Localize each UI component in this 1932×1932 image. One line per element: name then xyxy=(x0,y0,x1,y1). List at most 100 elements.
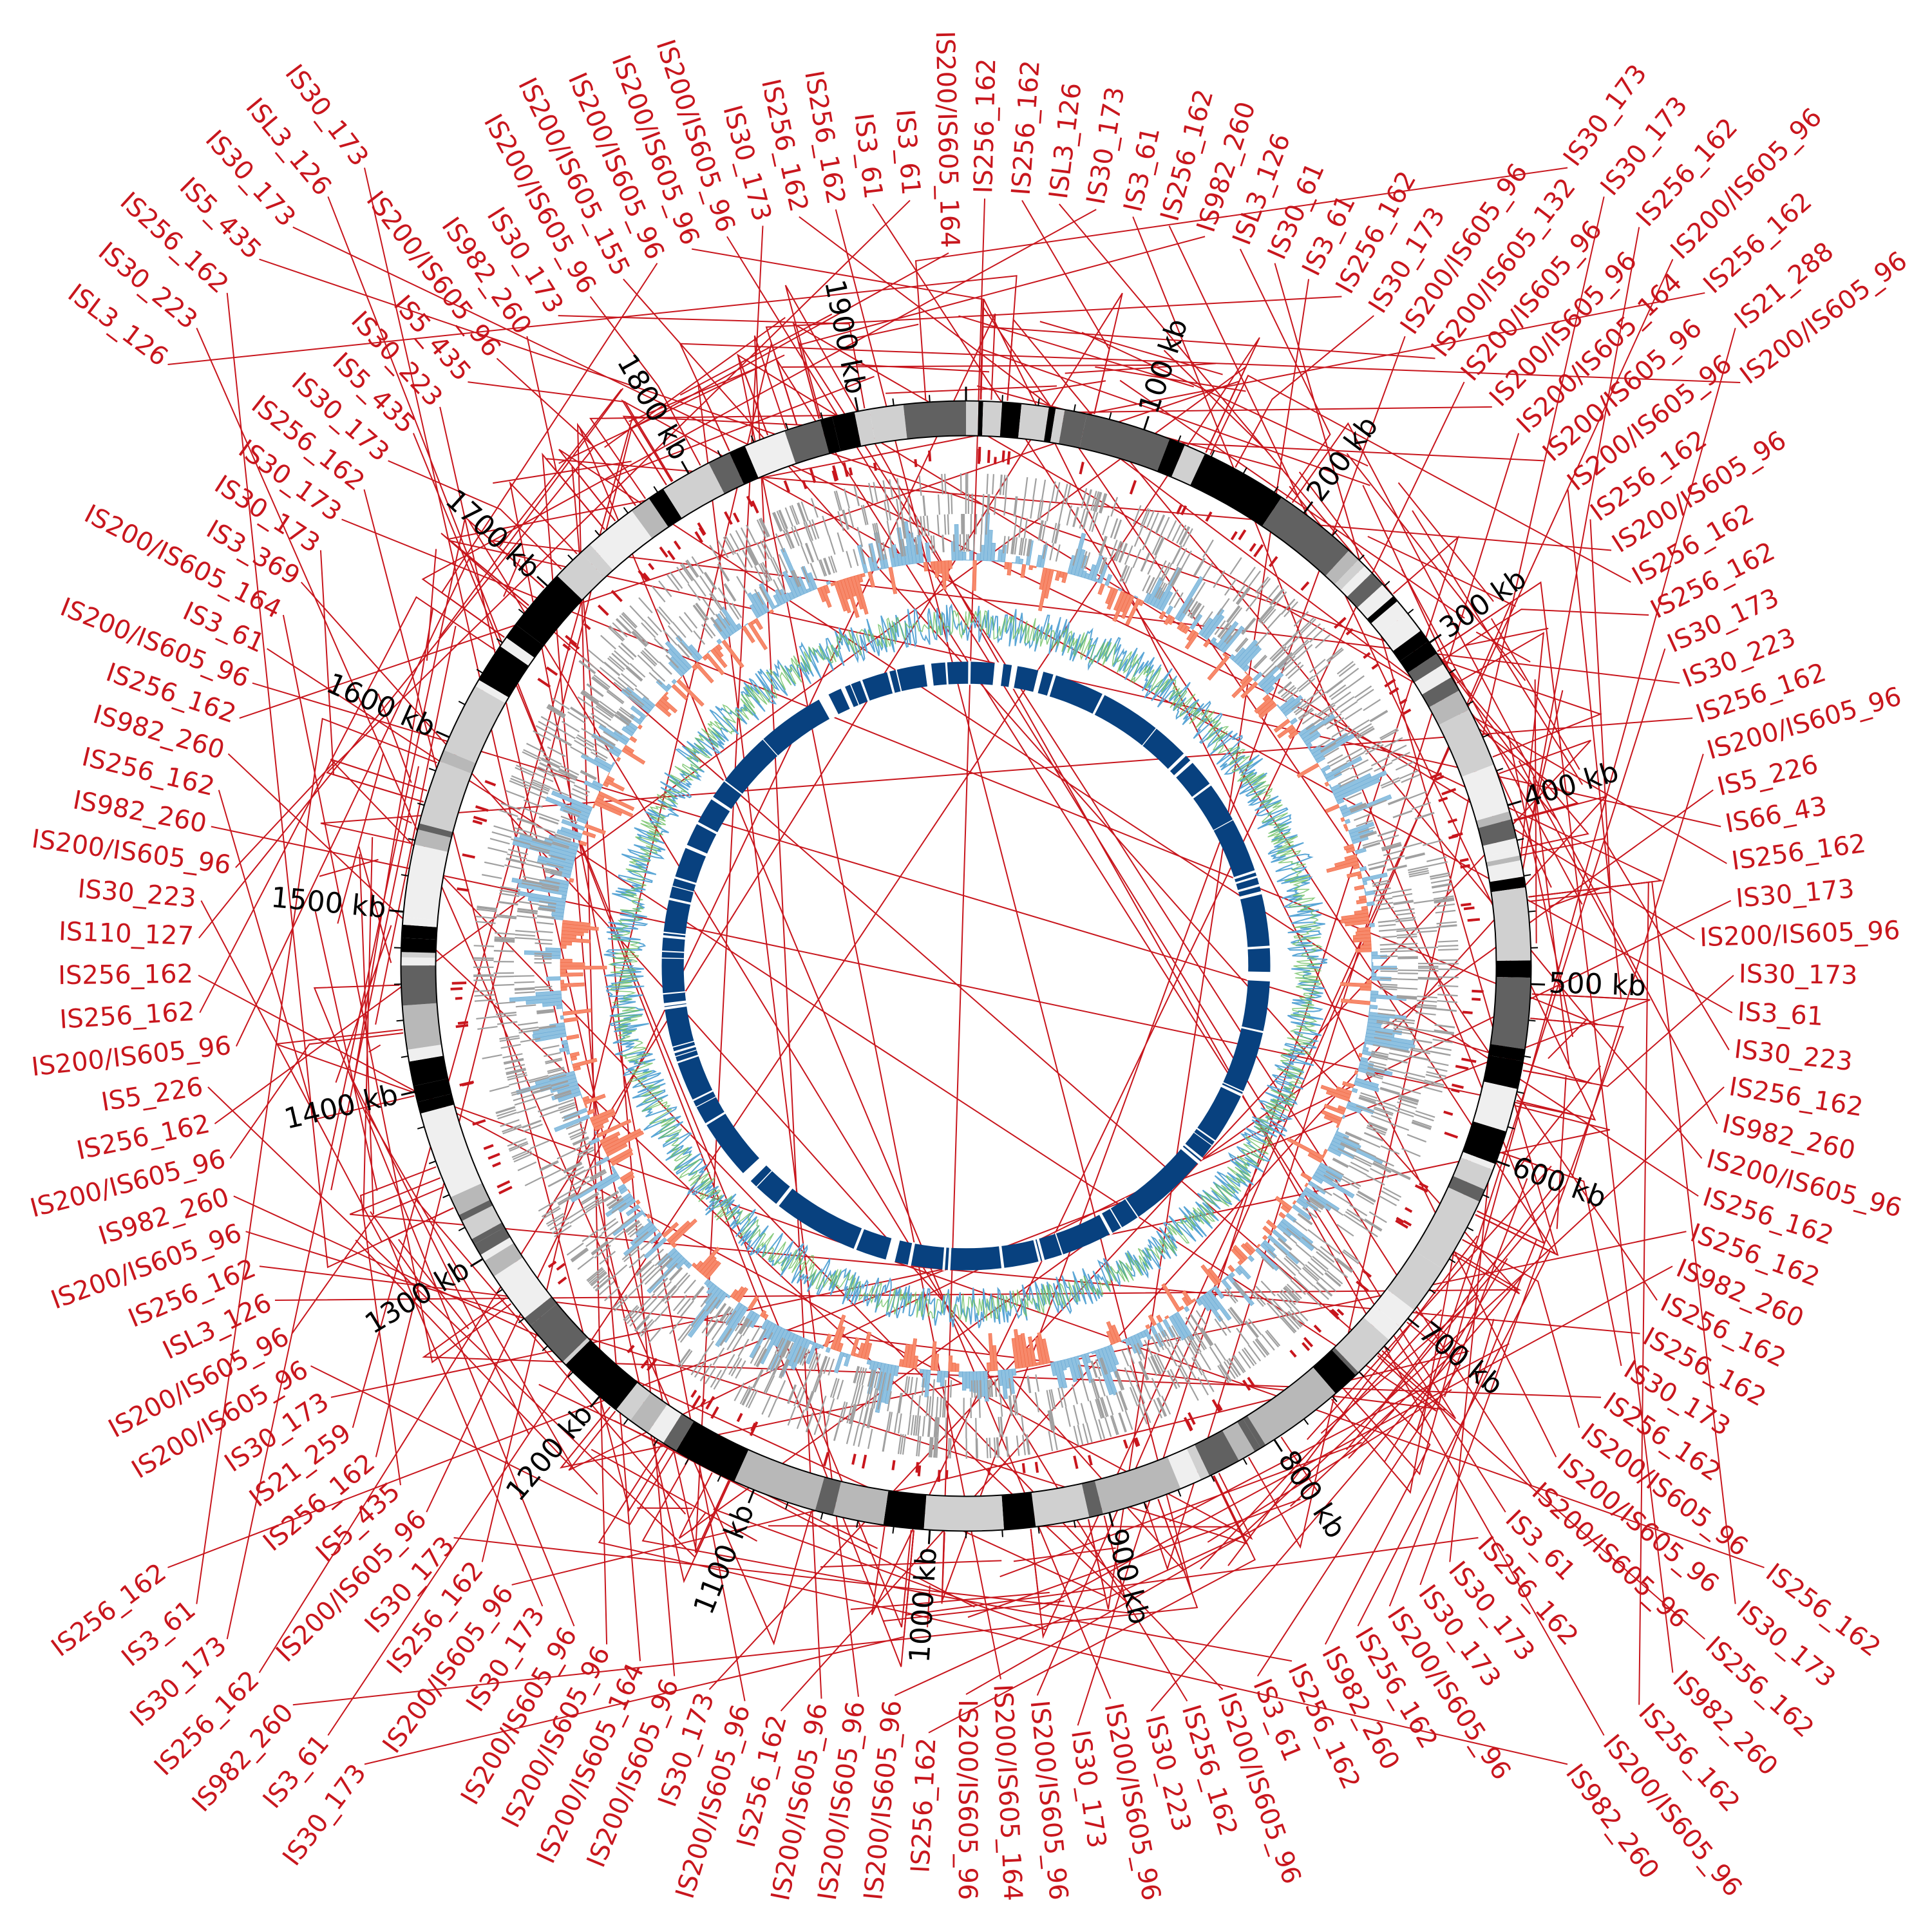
is-element-mark xyxy=(994,457,997,464)
is-element-mark xyxy=(562,643,571,651)
gene-feature xyxy=(1269,588,1283,605)
gene-feature xyxy=(819,1396,827,1416)
gc-skew-negative-bar xyxy=(735,1287,748,1303)
gc-skew-negative-bar xyxy=(604,778,625,791)
gc-skew-negative-bar xyxy=(741,625,755,643)
gene-feature xyxy=(1202,539,1214,558)
gene-feature xyxy=(810,541,819,561)
gc-skew-positive-bar xyxy=(1371,962,1374,967)
gc-skew-negative-bar xyxy=(1288,730,1299,739)
gc-skew-negative-bar xyxy=(748,621,768,650)
is-element-mark xyxy=(891,1460,896,1471)
gene-feature xyxy=(1356,1104,1373,1113)
gc-skew-negative-bar xyxy=(948,560,952,569)
gc-skew-negative-bar xyxy=(759,1309,767,1318)
ideogram-band xyxy=(1370,601,1407,635)
gene-feature xyxy=(608,1197,623,1209)
gene-feature xyxy=(772,1356,782,1376)
gene-feature xyxy=(1042,542,1047,559)
gc-skew-negative-bar xyxy=(1357,874,1363,880)
gene-feature xyxy=(989,1437,992,1459)
is-element-mark xyxy=(1452,832,1463,838)
gene-feature xyxy=(495,1106,516,1113)
gene-feature xyxy=(723,1308,734,1324)
gene-feature xyxy=(746,547,757,566)
gene-feature xyxy=(560,815,578,824)
is-label-connector xyxy=(797,341,1532,1486)
gene-feature xyxy=(535,938,553,942)
gene-feature xyxy=(1200,1327,1213,1346)
gene-feature xyxy=(1396,929,1417,933)
gene-feature xyxy=(551,1222,570,1235)
gene-feature xyxy=(1094,491,1101,512)
gene-feature xyxy=(1391,752,1410,762)
gc-skew-negative-bar xyxy=(621,748,646,765)
gene-feature xyxy=(927,1416,931,1437)
gene-feature xyxy=(1137,1343,1146,1359)
gene-feature xyxy=(1118,543,1127,563)
gc-skew-negative-bar xyxy=(566,1034,580,1041)
gene-feature xyxy=(554,1225,572,1238)
gene-feature xyxy=(774,1337,784,1354)
gene-feature xyxy=(776,511,786,531)
tick-mark xyxy=(428,1160,436,1164)
tick-mark xyxy=(1482,1194,1490,1198)
gene-feature xyxy=(833,491,841,511)
gene-feature xyxy=(541,1206,560,1218)
is-element-mark xyxy=(1467,918,1481,922)
gc-skew-negative-bar xyxy=(1164,1315,1170,1320)
gene-feature xyxy=(1316,1281,1333,1296)
ideogram-band xyxy=(493,1257,552,1319)
gene-feature xyxy=(1157,1397,1168,1417)
gene-feature xyxy=(576,1184,595,1197)
gene-feature xyxy=(580,771,596,781)
gene-feature xyxy=(1396,933,1417,936)
gc-skew-negative-bar xyxy=(1274,1196,1293,1211)
gene-feature xyxy=(510,777,530,787)
gc-skew-negative-bar xyxy=(578,840,587,847)
gene-feature xyxy=(1095,1419,1103,1440)
is-label-connector xyxy=(784,285,1605,1736)
ideogram-band xyxy=(401,924,437,940)
gene-feature xyxy=(598,1280,615,1296)
gene-feature xyxy=(974,1380,976,1398)
gene-feature xyxy=(556,1149,576,1160)
gene-feature xyxy=(1380,978,1398,980)
gc-skew-negative-bar xyxy=(620,1170,634,1182)
gene-feature xyxy=(889,479,894,500)
gc-skew-negative-bar xyxy=(867,571,875,588)
is-element-label: IS66_43 xyxy=(1723,791,1829,839)
gc-skew-negative-bar xyxy=(1354,885,1365,891)
gc-skew-negative-bar xyxy=(1112,592,1128,622)
gene-feature xyxy=(1380,950,1398,952)
gc-skew-negative-bar xyxy=(1240,681,1258,699)
ideogram-band xyxy=(649,489,682,527)
gene-feature xyxy=(554,834,572,841)
gene-feature xyxy=(666,574,680,591)
gene-feature xyxy=(1037,499,1042,520)
gene-feature xyxy=(1354,723,1372,735)
gene-feature xyxy=(713,1371,725,1390)
gc-skew-negative-bar xyxy=(1280,1204,1291,1213)
gene-feature xyxy=(545,867,563,873)
ideogram-band xyxy=(1421,677,1460,708)
gene-feature xyxy=(1302,1267,1318,1282)
is-link-line xyxy=(1169,1343,1510,1522)
gene-feature xyxy=(636,1261,652,1276)
gene-feature xyxy=(1236,1327,1249,1345)
gene-feature xyxy=(1416,930,1437,933)
gene-feature xyxy=(589,1271,607,1285)
is-link-line xyxy=(1119,379,1465,619)
gc-skew-negative-bar xyxy=(1321,1110,1343,1122)
tick-mark xyxy=(1303,501,1314,514)
gene-feature xyxy=(1368,1211,1387,1224)
gc-skew-negative-bar xyxy=(888,567,898,594)
gene-feature xyxy=(620,673,638,688)
gene-feature xyxy=(1356,819,1373,828)
gene-feature xyxy=(1202,1374,1215,1392)
tick-label: 1200 kb xyxy=(500,1398,600,1508)
gene-feature xyxy=(701,1340,714,1359)
gene-feature xyxy=(1153,1354,1164,1374)
tick-label: 1000 kb xyxy=(904,1546,943,1663)
ideogram-band xyxy=(524,1296,557,1326)
